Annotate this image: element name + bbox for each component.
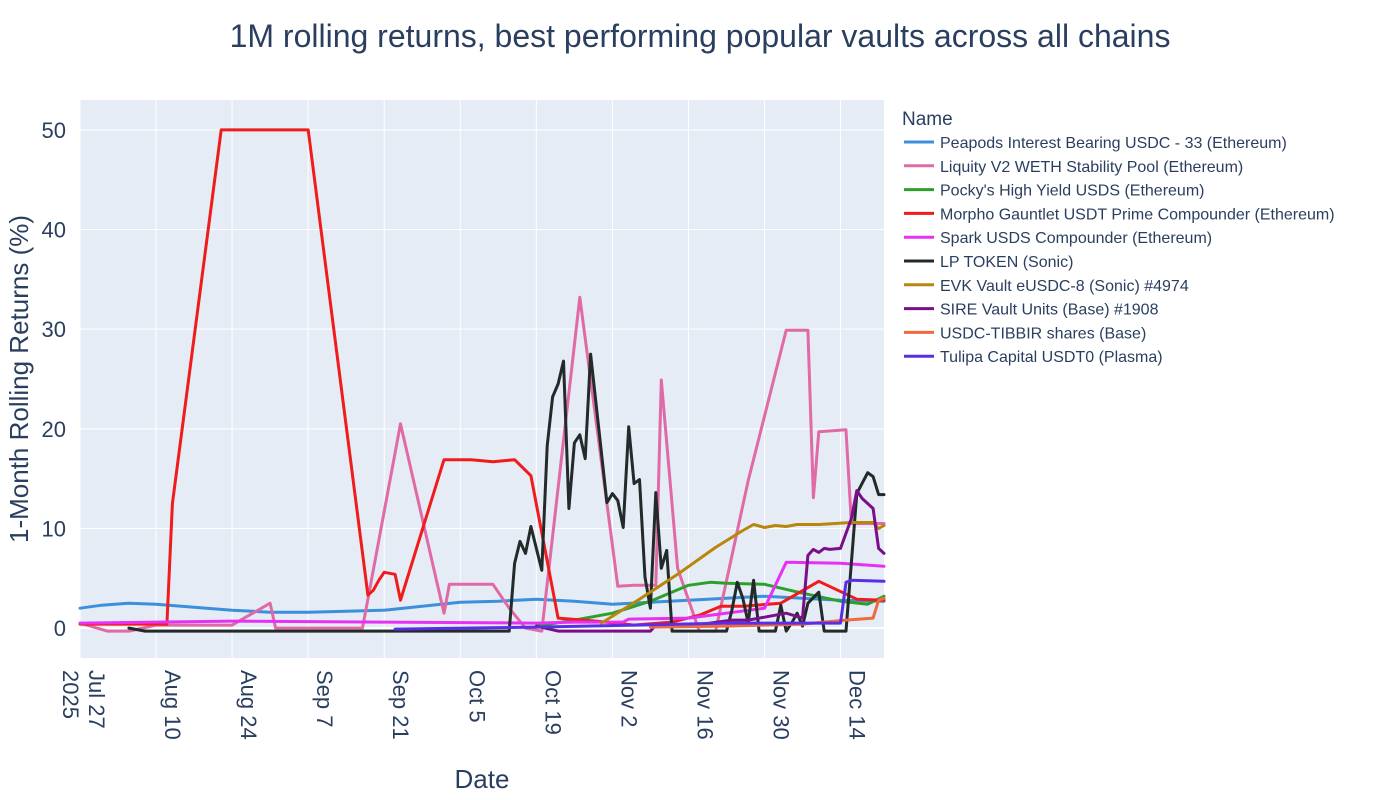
x-tick-label: Oct 5	[464, 670, 489, 723]
legend-label: Tulipa Capital USDT0 (Plasma)	[940, 349, 1163, 366]
x-tick-label: Dec 14	[845, 670, 870, 740]
legend-item[interactable]: Peapods Interest Bearing USDC - 33 (Ethe…	[904, 135, 1287, 152]
chart-title: 1M rolling returns, best performing popu…	[229, 18, 1171, 54]
series-line-3[interactable]	[534, 580, 886, 628]
legend-item[interactable]: Morpho Gauntlet USDT Prime Compounder (E…	[904, 206, 1335, 223]
legend-label: EVK Vault eUSDC-8 (Sonic) #4974	[940, 278, 1189, 295]
y-tick-label: 0	[54, 616, 66, 641]
y-tick-label: 30	[42, 317, 66, 342]
x-tick-label: Jul 27	[84, 670, 109, 729]
legend-item[interactable]: EVK Vault eUSDC-8 (Sonic) #4974	[904, 278, 1189, 295]
y-tick-label: 50	[42, 118, 66, 143]
series-line-2[interactable]	[78, 295, 886, 633]
legend-item[interactable]: SIRE Vault Units (Base) #1908	[904, 302, 1159, 319]
legend-title: Name	[902, 109, 953, 130]
y-axis-ticks: 0 10 20 30 40 50	[42, 118, 66, 641]
plot-area	[80, 100, 884, 658]
legend-label: Pocky's High Yield USDS (Ethereum)	[940, 183, 1204, 200]
legend-item[interactable]: Pocky's High Yield USDS (Ethereum)	[904, 183, 1204, 200]
series-line-1[interactable]	[78, 594, 886, 614]
legend-item[interactable]: Spark USDS Compounder (Ethereum)	[904, 230, 1212, 247]
series-line-7[interactable]	[600, 521, 886, 625]
x-tick-label: Nov 2	[616, 670, 641, 727]
series-line-10[interactable]	[393, 578, 886, 631]
x-tick-label: Aug 10	[160, 670, 185, 740]
legend-label: Spark USDS Compounder (Ethereum)	[940, 230, 1212, 247]
x-tick-label: Nov 16	[692, 670, 717, 740]
x-tick-label: Sep 21	[388, 670, 413, 740]
y-tick-label: 40	[42, 218, 66, 243]
x-axis-title: Date	[455, 764, 510, 794]
legend-item[interactable]: USDC-TIBBIR shares (Base)	[904, 325, 1146, 342]
x-tick-label: Oct 19	[540, 670, 565, 735]
legend-label: Liquity V2 WETH Stability Pool (Ethereum…	[940, 159, 1243, 176]
x-tick-label: Nov 30	[768, 670, 793, 740]
x-tick-label: Aug 24	[236, 670, 261, 740]
legend-label: Peapods Interest Bearing USDC - 33 (Ethe…	[940, 135, 1287, 152]
series-lines	[78, 128, 886, 633]
series-line-9[interactable]	[648, 596, 886, 629]
legend-item[interactable]: LP TOKEN (Sonic)	[904, 254, 1073, 271]
legend-item[interactable]: Liquity V2 WETH Stability Pool (Ethereum…	[904, 159, 1243, 176]
legend-item[interactable]: Tulipa Capital USDT0 (Plasma)	[904, 349, 1163, 366]
y-axis-title: 1-Month Rolling Returns (%)	[4, 215, 34, 543]
x-tick-year-label: 2025	[58, 670, 83, 719]
y-tick-label: 20	[42, 417, 66, 442]
legend[interactable]: Name Peapods Interest Bearing USDC - 33 …	[902, 109, 1335, 366]
legend-label: Morpho Gauntlet USDT Prime Compounder (E…	[940, 206, 1335, 223]
y-tick-label: 10	[42, 516, 66, 541]
legend-label: SIRE Vault Units (Base) #1908	[940, 302, 1159, 319]
legend-label: USDC-TIBBIR shares (Base)	[940, 325, 1146, 342]
x-tick-label: Sep 7	[312, 670, 337, 728]
series-line-5[interactable]	[78, 560, 886, 625]
grid-lines	[79, 100, 884, 658]
series-line-6[interactable]	[127, 352, 886, 633]
legend-label: LP TOKEN (Sonic)	[940, 254, 1073, 271]
